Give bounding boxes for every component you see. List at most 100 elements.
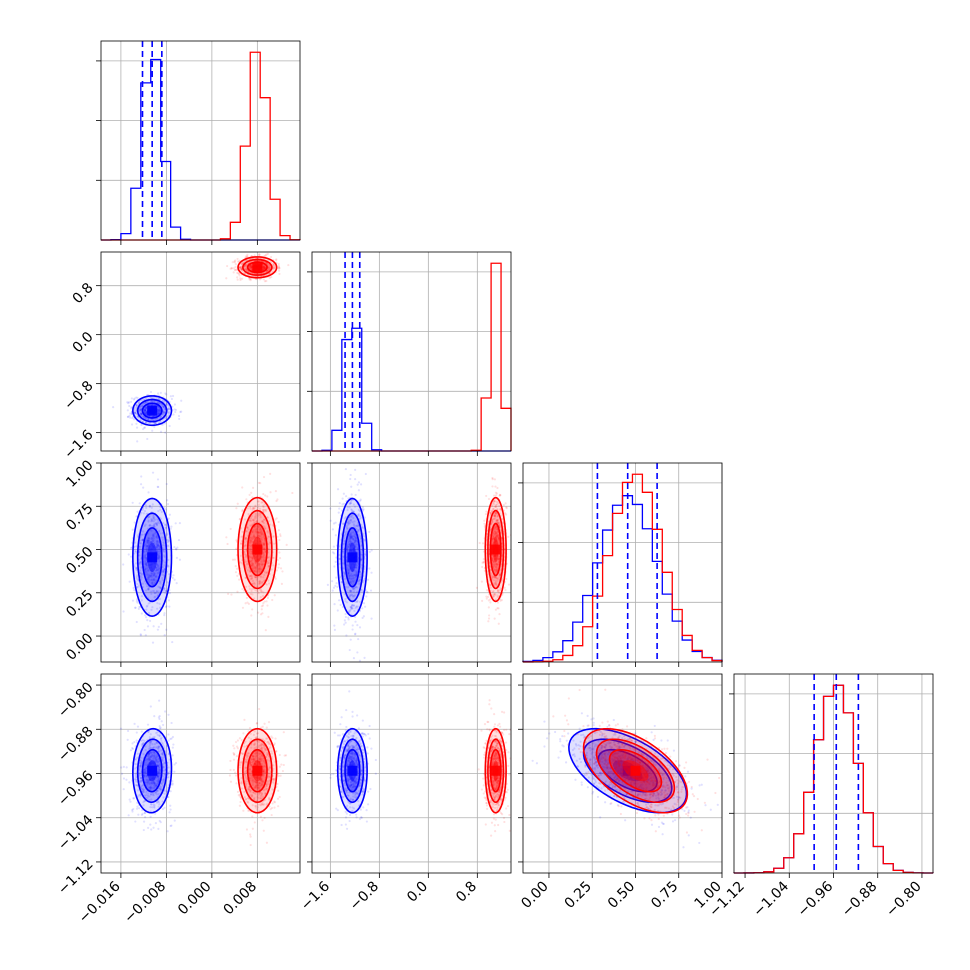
scatter-point xyxy=(144,569,147,572)
scatter-point xyxy=(249,507,252,510)
scatter-point xyxy=(267,565,270,569)
scatter-point xyxy=(353,586,356,590)
scatter-point xyxy=(140,813,143,816)
scatter-point xyxy=(146,541,149,544)
scatter-point xyxy=(251,582,254,585)
scatter-point xyxy=(175,556,179,559)
scatter-point xyxy=(169,395,172,398)
scatter-point xyxy=(240,268,243,271)
scatter-point xyxy=(262,265,266,268)
scatter-point xyxy=(275,499,278,503)
scatter-point xyxy=(159,408,162,412)
scatter-point xyxy=(280,582,284,586)
scatter-point xyxy=(250,519,253,522)
scatter-point xyxy=(258,571,261,574)
scatter-point xyxy=(260,536,264,539)
scatter-point xyxy=(145,566,149,570)
scatter-point xyxy=(158,727,161,730)
scatter-point xyxy=(264,266,267,270)
scatter-point xyxy=(351,579,354,583)
scatter-point xyxy=(226,542,229,546)
density-contour xyxy=(246,261,268,274)
scatter-point xyxy=(149,524,152,527)
scatter-point xyxy=(146,572,149,575)
scatter-point xyxy=(132,586,135,590)
scatter-point xyxy=(151,534,154,537)
scatter-point xyxy=(357,580,361,583)
scatter-point xyxy=(138,562,141,565)
scatter-point xyxy=(129,749,133,752)
scatter-point xyxy=(356,524,359,527)
scatter-point xyxy=(150,576,153,579)
scatter-point xyxy=(251,508,254,511)
scatter-point xyxy=(161,538,164,541)
scatter-point xyxy=(144,553,147,556)
scatter-point xyxy=(143,557,146,560)
scatter-point xyxy=(493,494,496,497)
scatter-point xyxy=(257,506,260,509)
scatter-point xyxy=(128,416,132,419)
scatter-point xyxy=(152,579,156,582)
scatter-point xyxy=(146,540,149,543)
scatter-point xyxy=(133,412,137,415)
scatter-point xyxy=(368,530,371,533)
scatter-point xyxy=(349,537,352,541)
scatter-point xyxy=(163,587,166,590)
scatter-point xyxy=(140,612,143,615)
scatter-point xyxy=(157,411,161,414)
scatter-point xyxy=(491,485,494,488)
scatter-point xyxy=(262,265,265,269)
scatter-point xyxy=(151,589,154,593)
scatter-point xyxy=(149,574,152,577)
scatter-point xyxy=(350,607,353,610)
scatter-point xyxy=(253,565,256,569)
scatter-point xyxy=(269,523,272,526)
scatter-point xyxy=(145,546,148,549)
scatter-point xyxy=(348,506,351,509)
scatter-point xyxy=(355,573,358,577)
scatter-point xyxy=(481,565,484,569)
scatter-point xyxy=(157,585,160,588)
scatter-point xyxy=(350,606,353,609)
scatter-point xyxy=(351,604,354,607)
scatter-point xyxy=(252,531,255,534)
scatter-point xyxy=(147,576,150,579)
scatter-point xyxy=(140,573,143,576)
scatter-point xyxy=(251,556,254,560)
scatter-point xyxy=(257,582,261,586)
scatter-point xyxy=(260,538,264,542)
scatter-point xyxy=(144,406,147,409)
scatter-point xyxy=(147,536,150,540)
scatter-point xyxy=(485,595,488,598)
scatter-point xyxy=(346,526,349,529)
scatter-point xyxy=(171,576,174,580)
scatter-point xyxy=(163,554,166,557)
scatter-point xyxy=(504,502,507,505)
scatter-point xyxy=(129,800,132,803)
scatter-point xyxy=(347,540,350,544)
scatter-point xyxy=(147,519,150,522)
scatter-point xyxy=(334,521,337,524)
density-peak xyxy=(252,262,263,273)
scatter-point xyxy=(134,411,137,414)
scatter-point xyxy=(139,539,142,542)
scatter-point xyxy=(354,615,357,619)
scatter-point xyxy=(272,266,275,270)
scatter-point xyxy=(250,564,254,567)
scatter-point xyxy=(150,572,153,575)
scatter-point xyxy=(122,777,126,780)
y-tick-label: 0.8 xyxy=(70,280,97,307)
scatter-point xyxy=(239,266,242,270)
scatter-point xyxy=(350,577,353,580)
scatter-point xyxy=(147,421,150,425)
scatter-point xyxy=(338,553,341,557)
scatter-point xyxy=(165,415,169,418)
scatter-point xyxy=(249,537,252,540)
scatter-point xyxy=(160,622,163,625)
scatter-point xyxy=(274,266,277,269)
scatter-point xyxy=(147,587,150,590)
scatter-point xyxy=(266,516,269,519)
scatter-point xyxy=(136,415,140,418)
scatter-point xyxy=(150,592,153,595)
scatter-point xyxy=(360,554,364,557)
